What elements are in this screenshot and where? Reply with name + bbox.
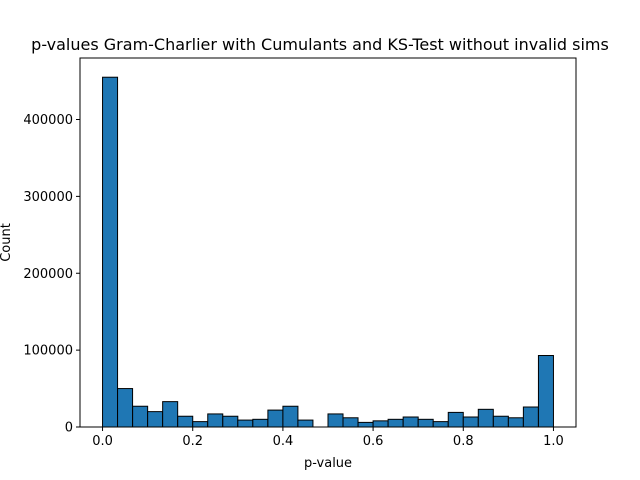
bars-group — [102, 76, 554, 428]
histogram-bar — [267, 409, 284, 428]
histogram-bar — [297, 419, 314, 428]
y-tick-label: 0 — [65, 421, 73, 436]
x-tick-label: 0.8 — [453, 434, 474, 449]
x-tick-label: 0.4 — [273, 434, 294, 449]
x-tick-label: 1.0 — [543, 434, 564, 449]
histogram-bar — [492, 415, 509, 428]
histogram-bar — [222, 415, 239, 428]
histogram-bar — [117, 388, 134, 428]
x-axis-ticks: 0.0 0.2 0.4 0.6 0.8 1.0 — [92, 427, 564, 449]
histogram-bar — [132, 405, 149, 428]
y-axis-label: Count — [0, 223, 14, 262]
histogram-bar — [147, 411, 164, 428]
histogram-bar — [162, 401, 179, 428]
histogram-bar — [237, 419, 254, 428]
x-tick-label: 0.2 — [182, 434, 203, 449]
plot-frame — [79, 57, 577, 428]
histogram-bar — [522, 406, 539, 428]
histogram-bar — [462, 416, 479, 428]
y-axis-ticks: 0 100000 200000 300000 400000 — [23, 113, 80, 436]
histogram-bar — [432, 421, 449, 428]
histogram-bar — [192, 421, 209, 428]
histogram-bar — [507, 417, 524, 428]
y-tick-label: 400000 — [23, 113, 73, 128]
histogram-bar — [447, 411, 464, 428]
histogram-bar — [402, 416, 419, 428]
y-tick-label: 100000 — [23, 344, 73, 359]
y-tick-label: 300000 — [23, 190, 73, 205]
x-axis-label: p-value — [304, 456, 352, 471]
histogram-bar — [102, 76, 119, 428]
histogram-bar — [372, 420, 389, 428]
y-tick-label: 200000 — [23, 267, 73, 282]
chart-title: p-values Gram-Charlier with Cumulants an… — [31, 35, 609, 54]
histogram-bar — [357, 421, 374, 428]
histogram-bar — [477, 408, 494, 428]
histogram-bar — [207, 413, 224, 428]
histogram-bar — [177, 415, 194, 428]
histogram-bar — [537, 355, 554, 428]
histogram-bar — [282, 405, 299, 428]
x-tick-label: 0.6 — [363, 434, 384, 449]
histogram-bar — [387, 418, 404, 428]
histogram-bar — [417, 418, 434, 428]
x-tick-label: 0.0 — [92, 434, 113, 449]
histogram-bar — [342, 417, 359, 428]
histogram-bar — [327, 413, 344, 428]
histogram-bar — [252, 418, 269, 428]
